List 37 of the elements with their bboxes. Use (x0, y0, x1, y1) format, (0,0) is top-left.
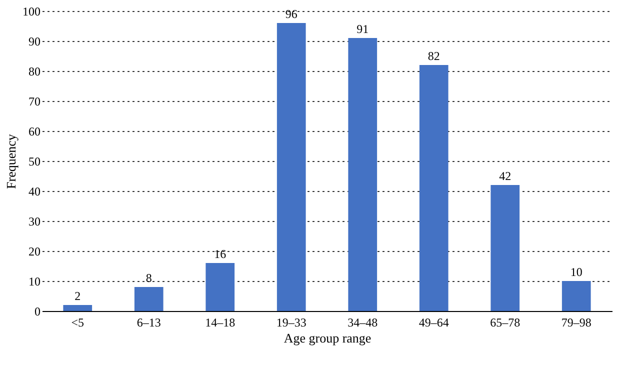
y-tick-label: 20 (28, 244, 40, 258)
bar (206, 263, 235, 311)
y-tick-label: 10 (28, 274, 40, 288)
y-tick-label: 100 (22, 4, 40, 18)
data-label: 42 (499, 169, 512, 183)
x-tick-label: 19–33 (276, 316, 306, 330)
x-tick-label: 79–98 (561, 316, 592, 330)
bar (63, 305, 92, 311)
bar (348, 38, 378, 311)
data-label: 2 (74, 289, 81, 303)
y-tick-label: 30 (28, 214, 40, 228)
bar (490, 185, 520, 311)
x-tick-label: 65–78 (490, 316, 520, 330)
x-tick-label: <5 (71, 316, 84, 330)
y-axis-title: Frequency (4, 134, 18, 189)
y-tick-label: 40 (28, 184, 40, 198)
bar (562, 281, 591, 311)
x-tick-label: 14–18 (205, 316, 236, 330)
y-tick-label: 60 (28, 124, 40, 138)
data-label: 91 (356, 22, 369, 36)
bar (419, 65, 448, 311)
data-label: 96 (285, 7, 298, 21)
data-label: 16 (214, 247, 226, 261)
data-label: 10 (570, 265, 582, 279)
y-tick-label: 50 (28, 154, 40, 168)
x-tick-label: 49–64 (418, 316, 449, 330)
y-tick-label: 90 (28, 34, 40, 48)
data-label: 8 (146, 271, 152, 285)
y-tick-label: 70 (28, 94, 40, 108)
y-tick-label: 0 (34, 304, 40, 318)
bar (134, 287, 164, 311)
y-tick-label: 80 (28, 64, 40, 78)
x-axis-title: Age group range (284, 330, 372, 346)
bar (276, 23, 306, 311)
x-tick-label: 6–13 (136, 316, 161, 330)
x-tick-label: 34–48 (348, 316, 378, 330)
data-label: 82 (428, 49, 440, 63)
